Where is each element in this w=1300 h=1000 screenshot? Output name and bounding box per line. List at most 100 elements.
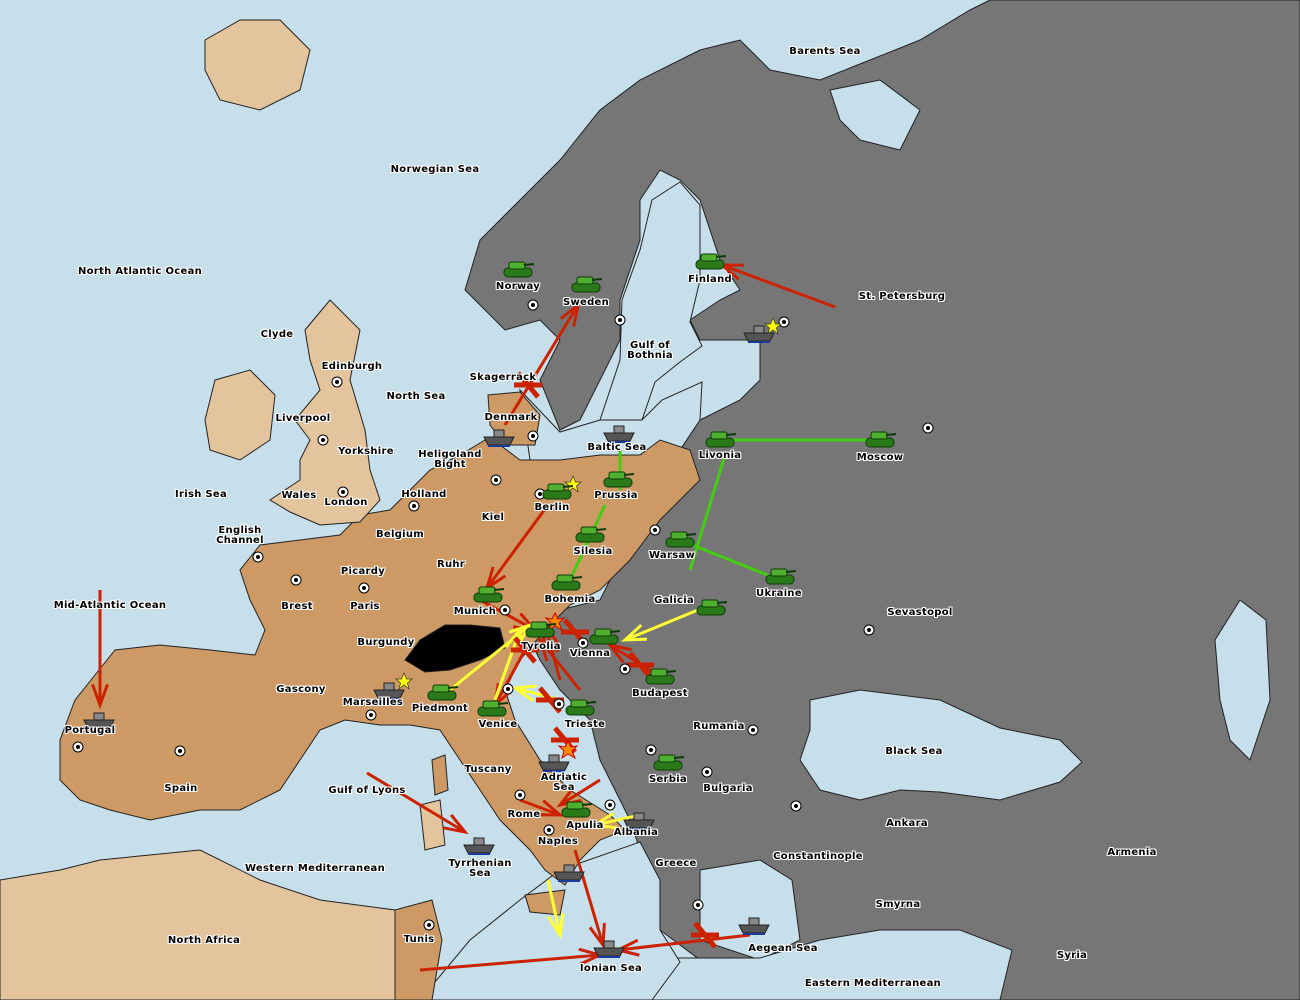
army-unit-icon[interactable] [865, 431, 897, 448]
territory-label-vienna[interactable]: Vienna [569, 648, 611, 659]
territory-label-ruhr[interactable]: Ruhr [436, 559, 466, 570]
army-unit-icon[interactable] [765, 568, 797, 585]
territory-label-ukraine[interactable]: Ukraine [756, 588, 802, 599]
territory-label-smyrna[interactable]: Smyrna [875, 899, 921, 910]
fleet-unit-icon[interactable] [83, 712, 115, 730]
army-unit-icon[interactable] [705, 431, 737, 448]
territory-label-sevastopol[interactable]: Sevastopol [887, 607, 953, 618]
fleet-unit-icon[interactable] [553, 864, 585, 882]
army-unit-icon[interactable] [525, 621, 557, 638]
territory-label-aegean-sea[interactable]: Aegean Sea [748, 943, 818, 954]
iceland[interactable] [204, 19, 311, 111]
territory-label-north-sea[interactable]: North Sea [386, 391, 446, 402]
white-sea[interactable] [829, 79, 921, 151]
territory-label-holland[interactable]: Holland [401, 489, 447, 500]
black-sea[interactable] [799, 689, 1083, 801]
territory-label-trieste[interactable]: Trieste [564, 719, 606, 730]
territory-label-denmark[interactable]: Denmark [484, 412, 538, 423]
fleet-unit-icon[interactable] [593, 940, 625, 958]
army-unit-icon[interactable] [551, 574, 583, 591]
territory-label-tunis[interactable]: Tunis [403, 934, 435, 945]
territory-label-heligoland-bight[interactable]: Heligoland Bight [418, 449, 482, 470]
army-unit-icon[interactable] [503, 261, 535, 278]
army-unit-icon[interactable] [565, 699, 597, 716]
territory-label-brest[interactable]: Brest [281, 601, 313, 612]
fleet-unit-icon[interactable] [623, 812, 655, 830]
territory-label-syria[interactable]: Syria [1056, 950, 1088, 961]
fleet-unit-icon[interactable] [743, 325, 775, 343]
territory-label-gascony[interactable]: Gascony [276, 684, 326, 695]
army-unit-icon[interactable] [645, 668, 677, 685]
territory-label-picardy[interactable]: Picardy [340, 566, 386, 577]
army-unit-icon[interactable] [653, 754, 685, 771]
territory-label-clyde[interactable]: Clyde [260, 329, 294, 340]
army-unit-icon[interactable] [589, 628, 621, 645]
army-unit-icon[interactable] [665, 531, 697, 548]
territory-label-black-sea[interactable]: Black Sea [885, 746, 943, 757]
territory-label-finland[interactable]: Finland [688, 274, 732, 285]
territory-label-rumania[interactable]: Rumania [693, 721, 745, 732]
territory-label-silesia[interactable]: Silesia [573, 546, 613, 557]
territory-label-portugal[interactable]: Portugal [64, 725, 116, 736]
territory-label-st-petersburg[interactable]: St. Petersburg [858, 291, 946, 302]
territory-label-venice[interactable]: Venice [478, 719, 518, 730]
territory-label-budapest[interactable]: Budapest [632, 688, 688, 699]
territory-label-western-mediterranean[interactable]: Western Mediterranean [244, 863, 386, 874]
army-unit-icon[interactable] [603, 471, 635, 488]
territory-label-ankara[interactable]: Ankara [886, 818, 928, 829]
ireland[interactable] [204, 369, 276, 461]
army-unit-icon[interactable] [427, 684, 459, 701]
territory-label-greece[interactable]: Greece [655, 858, 697, 869]
territory-label-constantinople[interactable]: Constantinople [773, 851, 863, 862]
territory-label-adriatic-sea[interactable]: Adriatic Sea [540, 772, 588, 793]
territory-label-belgium[interactable]: Belgium [375, 529, 425, 540]
territory-label-moscow[interactable]: Moscow [856, 452, 904, 463]
region-central-west[interactable] [59, 439, 701, 886]
caspian-sea[interactable] [1214, 599, 1271, 761]
army-unit-icon[interactable] [575, 526, 607, 543]
army-unit-icon[interactable] [477, 700, 509, 717]
territory-label-piedmont[interactable]: Piedmont [411, 703, 469, 714]
army-unit-icon[interactable] [696, 599, 728, 616]
territory-label-gulf-of-bothnia[interactable]: Gulf of Bothnia [627, 340, 673, 361]
territory-label-wales[interactable]: Wales [281, 490, 317, 501]
territory-label-munich[interactable]: Munich [453, 606, 497, 617]
territory-label-north-atlantic-ocean[interactable]: North Atlantic Ocean [77, 266, 203, 277]
territory-label-skagerrack[interactable]: Skagerrack [469, 372, 537, 383]
army-unit-icon[interactable] [561, 801, 593, 818]
territory-label-mid-atlantic-ocean[interactable]: Mid-Atlantic Ocean [53, 600, 167, 611]
territory-label-tyrrhenian-sea[interactable]: Tyrrhenian Sea [448, 858, 512, 879]
territory-label-albania[interactable]: Albania [613, 827, 659, 838]
territory-label-sweden[interactable]: Sweden [562, 297, 610, 308]
tunis-land[interactable] [394, 899, 443, 1000]
territory-label-burgundy[interactable]: Burgundy [357, 637, 415, 648]
territory-label-marseilles[interactable]: Marseilles [342, 697, 404, 708]
territory-label-livonia[interactable]: Livonia [698, 450, 742, 461]
territory-label-bulgaria[interactable]: Bulgaria [703, 783, 753, 794]
territory-label-norwegian-sea[interactable]: Norwegian Sea [390, 164, 480, 175]
territory-label-naples[interactable]: Naples [537, 836, 579, 847]
territory-label-paris[interactable]: Paris [350, 601, 380, 612]
territory-label-galicia[interactable]: Galicia [653, 595, 695, 606]
territory-label-yorkshire[interactable]: Yorkshire [338, 446, 394, 457]
territory-label-serbia[interactable]: Serbia [648, 774, 688, 785]
territory-label-north-africa[interactable]: North Africa [167, 935, 241, 946]
fleet-unit-icon[interactable] [373, 682, 405, 700]
corsica[interactable] [431, 754, 449, 796]
fleet-unit-icon[interactable] [463, 837, 495, 855]
territory-label-baltic-sea[interactable]: Baltic Sea [587, 442, 647, 453]
army-unit-icon[interactable] [542, 483, 574, 500]
territory-label-apulia[interactable]: Apulia [566, 820, 604, 831]
territory-label-prussia[interactable]: Prussia [594, 490, 638, 501]
fleet-unit-icon[interactable] [603, 425, 635, 443]
eastern-mediterranean[interactable] [649, 929, 1013, 1000]
north-africa-land[interactable] [0, 849, 396, 1000]
territory-label-kiel[interactable]: Kiel [481, 512, 505, 523]
sicily[interactable] [524, 889, 566, 916]
fleet-unit-icon[interactable] [738, 917, 770, 935]
territory-label-tyrolia[interactable]: Tyrolia [521, 641, 561, 652]
territory-label-edinburgh[interactable]: Edinburgh [321, 361, 383, 372]
fleet-unit-icon[interactable] [538, 754, 570, 772]
sardinia[interactable] [419, 799, 446, 851]
